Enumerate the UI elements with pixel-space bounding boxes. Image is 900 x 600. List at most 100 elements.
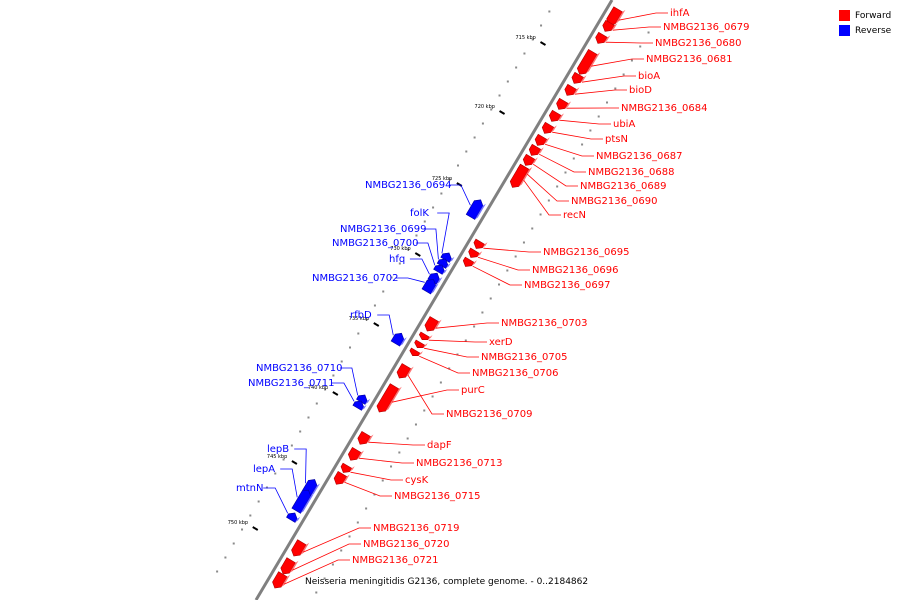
gene-label-bioD[interactable]: bioD: [629, 85, 652, 96]
gene-label-xerD[interactable]: xerD: [489, 337, 513, 348]
gene-feature-shade: [442, 268, 448, 275]
gene-label-lepB[interactable]: lepB: [267, 444, 289, 455]
gene-feature-NMBG2136_0719[interactable]: [291, 539, 307, 557]
scale-tick-label: 720 kbp: [475, 104, 495, 110]
gene-label-NMBG2136_0715[interactable]: NMBG2136_0715: [394, 491, 480, 502]
gene-label-purC[interactable]: purC: [461, 385, 485, 396]
gene-label-NMBG2136_0696[interactable]: NMBG2136_0696: [532, 265, 618, 276]
gene-label-NMBG2136_0710[interactable]: NMBG2136_0710: [256, 363, 342, 374]
gene-label-NMBG2136_0711[interactable]: NMBG2136_0711: [248, 378, 334, 389]
grid-dot: [373, 304, 376, 307]
gene-feature-NMBG2136_0681[interactable]: [576, 48, 598, 75]
gene-feature-lepA[interactable]: [291, 489, 312, 514]
gene-label-NMBG2136_0703[interactable]: NMBG2136_0703: [501, 318, 587, 329]
gene-feature-NMBG2136_0709[interactable]: [396, 363, 412, 379]
gene-label-NMBG2136_0699[interactable]: NMBG2136_0699: [340, 224, 426, 235]
gene-feature-shade: [436, 277, 443, 285]
gene-label-NMBG2136_0680[interactable]: NMBG2136_0680: [655, 38, 741, 49]
gene-feature-ptsN[interactable]: [541, 121, 555, 134]
gene-feature-NMBG2136_0697[interactable]: [462, 256, 475, 267]
gene-feature-NMBG2136_0687[interactable]: [534, 133, 548, 146]
gene-label-NMBG2136_0679[interactable]: NMBG2136_0679: [663, 22, 749, 33]
gene-label-ihfA[interactable]: ihfA: [670, 8, 690, 19]
gene-feature-cysK[interactable]: [340, 462, 353, 473]
gene-feature-shade: [518, 167, 532, 187]
gene-feature-NMBG2136_0700[interactable]: [433, 264, 445, 275]
grid-dot: [606, 101, 609, 104]
gene-leader-line: [523, 179, 561, 216]
gene-feature-NMBG2136_0696[interactable]: [468, 247, 480, 258]
grid-dot: [382, 290, 385, 293]
scale-tick: [291, 460, 298, 465]
gene-feature-shade: [300, 494, 314, 514]
gene-label-cysK[interactable]: cysK: [405, 475, 429, 486]
gene-leader-line: [559, 119, 611, 125]
gene-feature-NMBG2136_0680[interactable]: [595, 31, 608, 44]
gene-feature-shade: [423, 343, 428, 348]
gene-label-NMBG2136_0721[interactable]: NMBG2136_0721: [352, 555, 438, 566]
gene-label-hfq[interactable]: hfq: [389, 254, 405, 265]
gene-feature-ubiA[interactable]: [548, 109, 562, 122]
gene-feature-shade: [471, 260, 477, 266]
scale-tick-label: 745 kbp: [267, 454, 287, 460]
gene-feature-NMBG2136_0705[interactable]: [414, 339, 426, 348]
gene-label-NMBG2136_0700[interactable]: NMBG2136_0700: [332, 238, 418, 249]
gene-feature-NMBG2136_0684[interactable]: [556, 97, 569, 110]
gene-feature-NMBG2136_0689[interactable]: [522, 153, 536, 166]
gene-feature-NMBG2136_0720[interactable]: [280, 557, 296, 575]
forward-swatch: [839, 10, 850, 21]
gene-label-NMBG2136_0684[interactable]: NMBG2136_0684: [621, 103, 707, 114]
gene-feature-NMBG2136_0694[interactable]: [465, 199, 484, 220]
gene-leader-line: [358, 457, 414, 464]
gene-label-ptsN[interactable]: ptsN: [605, 134, 628, 145]
gene-feature-NMBG2136_0721[interactable]: [272, 571, 288, 589]
gene-label-NMBG2136_0688[interactable]: NMBG2136_0688: [588, 167, 674, 178]
gene-label-NMBG2136_0713[interactable]: NMBG2136_0713: [416, 458, 502, 469]
gene-feature-bioD[interactable]: [564, 83, 577, 96]
gene-feature-NMBG2136_0703[interactable]: [424, 316, 440, 332]
gene-label-NMBG2136_0709[interactable]: NMBG2136_0709: [446, 409, 532, 420]
gene-label-folK[interactable]: folK: [410, 208, 429, 219]
scale-tick: [373, 322, 380, 327]
gene-label-NMBG2136_0702[interactable]: NMBG2136_0702: [312, 273, 398, 284]
gene-label-NMBG2136_0690[interactable]: NMBG2136_0690: [571, 196, 657, 207]
gene-feature-xerD[interactable]: [418, 331, 430, 340]
grid-dot: [489, 297, 492, 300]
gene-label-mtnN[interactable]: mtnN: [236, 483, 263, 494]
gene-feature-NMBG2136_0679[interactable]: [602, 19, 615, 32]
gene-label-NMBG2136_0681[interactable]: NMBG2136_0681: [646, 54, 732, 65]
gene-leader-line: [448, 184, 471, 206]
grid-dot: [307, 416, 310, 419]
gene-label-recN[interactable]: recN: [563, 210, 586, 221]
gene-feature-NMBG2136_0688[interactable]: [528, 143, 542, 156]
gene-leader-line: [391, 389, 459, 403]
gene-feature-NMBG2136_0710[interactable]: [356, 394, 368, 405]
gene-label-bioA[interactable]: bioA: [638, 71, 660, 82]
gene-leader-line: [435, 322, 499, 329]
gene-label-NMBG2136_0705[interactable]: NMBG2136_0705: [481, 352, 567, 363]
gene-feature-shade: [474, 203, 486, 220]
gene-label-NMBG2136_0689[interactable]: NMBG2136_0689: [580, 181, 666, 192]
grid-dot: [465, 150, 468, 153]
gene-label-NMBG2136_0694[interactable]: NMBG2136_0694: [365, 180, 451, 191]
gene-feature-shade: [604, 35, 611, 43]
gene-label-NMBG2136_0720[interactable]: NMBG2136_0720: [363, 539, 449, 550]
gene-feature-mtnN[interactable]: [286, 512, 298, 523]
gene-leader-line: [605, 41, 653, 44]
gene-feature-NMBG2136_0715[interactable]: [333, 470, 348, 485]
gene-feature-NMBG2136_0711[interactable]: [352, 400, 364, 411]
gene-label-NMBG2136_0719[interactable]: NMBG2136_0719: [373, 523, 459, 534]
gene-label-NMBG2136_0687[interactable]: NMBG2136_0687: [596, 151, 682, 162]
gene-label-NMBG2136_0706[interactable]: NMBG2136_0706: [472, 368, 558, 379]
grid-dot: [539, 213, 542, 216]
gene-label-NMBG2136_0697[interactable]: NMBG2136_0697: [524, 280, 610, 291]
gene-feature-NMBG2136_0706[interactable]: [409, 347, 421, 356]
gene-label-rfbD[interactable]: rfbD: [350, 310, 372, 321]
gene-label-lepA[interactable]: lepA: [253, 464, 275, 475]
gene-label-NMBG2136_0695[interactable]: NMBG2136_0695: [543, 247, 629, 258]
gene-feature-shade: [531, 157, 538, 165]
gene-label-dapF[interactable]: dapF: [427, 440, 452, 451]
gene-label-ubiA[interactable]: ubiA: [613, 119, 635, 130]
grid-dot: [232, 542, 235, 545]
grid-dot: [356, 521, 359, 524]
